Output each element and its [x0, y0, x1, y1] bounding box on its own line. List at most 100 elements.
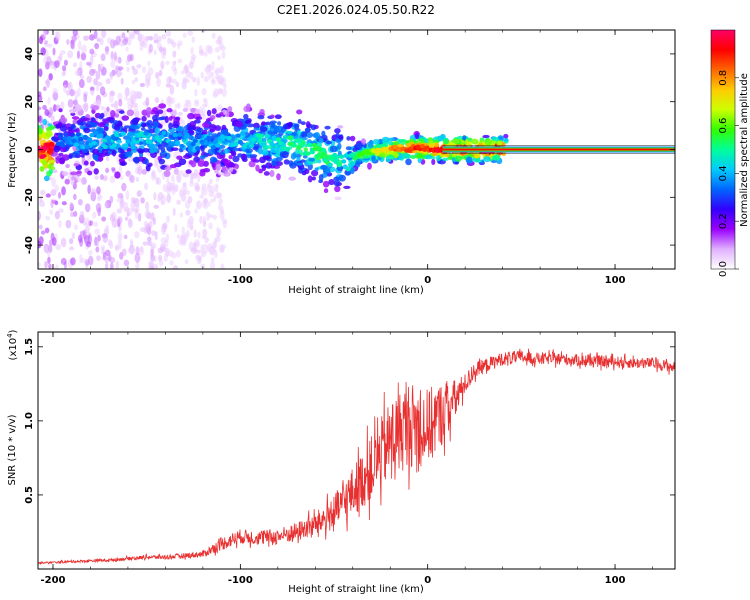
spectrogram-cell — [406, 142, 411, 148]
colorbar-tick-label: 0.6 — [718, 118, 729, 134]
spectrogram-noise-cell — [49, 209, 54, 215]
spectrogram-ridge-cell — [350, 152, 356, 157]
spectrogram-noise-cell — [42, 105, 47, 110]
spectrogram-noise-cell — [67, 50, 74, 59]
spectrogram-ridge-cell — [78, 136, 84, 142]
spectrogram-cell — [130, 145, 136, 150]
spectrogram-noise-cell — [213, 195, 217, 203]
spectrogram-noise-cell — [79, 74, 85, 79]
spectrogram-noise-cell — [173, 151, 178, 159]
spectrogram-cell — [279, 151, 286, 157]
spectrogram-noise-cell — [105, 224, 110, 235]
spectrogram-cell — [346, 136, 351, 141]
spectrogram-noise-cell — [61, 186, 66, 196]
spectrogram-cell — [187, 130, 195, 134]
spectrogram-cell — [68, 108, 77, 114]
spectrogram-cell — [52, 169, 58, 174]
spectrogram-cell — [140, 127, 146, 131]
spectrogram-cell — [402, 152, 409, 159]
spectrogram-cell — [354, 161, 361, 168]
spectrogram-ridge-cell — [338, 154, 345, 159]
spectrogram-cell — [103, 126, 109, 131]
y-tick-label: 20 — [24, 95, 35, 109]
spectrogram-ridge-cell — [87, 137, 93, 142]
spectrogram-noise-cell — [193, 229, 197, 238]
colorbar-tick-label: 0.8 — [718, 70, 729, 86]
spectrogram-noise-cell — [52, 88, 58, 94]
spectrogram-cell — [253, 127, 260, 131]
spectrogram-noise-cell — [104, 255, 110, 264]
spectrogram-cell — [164, 166, 172, 171]
spectrogram-noise-cell — [123, 234, 128, 240]
spectrogram-noise-cell — [120, 77, 124, 85]
spectrogram-cell — [415, 154, 423, 159]
spectrogram-cell — [153, 146, 158, 153]
spectrogram-noise-cell — [135, 261, 140, 269]
spectrogram-cell — [350, 161, 355, 167]
spectrogram-ridge-cell — [183, 134, 189, 140]
spectrogram-noise-cell — [150, 172, 157, 181]
spectrogram-noise-cell — [95, 202, 102, 213]
spectrogram-cell — [70, 152, 78, 158]
spectrogram-noise-cell — [143, 182, 149, 191]
spectrogram-ridge-cell — [89, 132, 95, 138]
spectrogram-cell — [38, 137, 42, 141]
colorbar-tick-label: 0.0 — [718, 261, 729, 277]
spectrogram-noise-cell — [109, 262, 114, 269]
spectrogram-noise-cell — [51, 199, 58, 204]
spectrogram-cell — [146, 120, 153, 126]
spectrogram-ridge-cell — [53, 137, 59, 142]
spectrogram-noise-cell — [184, 259, 189, 265]
spectrogram-noise-cell — [73, 224, 79, 231]
spectrogram-ridge-cell — [226, 135, 232, 141]
spectrogram-cell — [89, 160, 95, 167]
spectrogram-noise-cell — [50, 189, 57, 196]
spectrogram-noise-cell — [200, 251, 206, 258]
spectrogram-cell — [86, 170, 93, 176]
spectrogram-noise-cell — [99, 174, 104, 181]
spectrogram-cell — [276, 173, 281, 181]
x-tick-label: 0 — [424, 575, 431, 586]
spectrogram-cell — [387, 140, 394, 146]
spectrogram-noise-cell — [105, 78, 111, 85]
spectrogram-noise-cell — [139, 227, 146, 233]
spectrogram-noise-cell — [109, 256, 116, 264]
spectrogram-cell — [367, 162, 372, 170]
spectrogram-cell — [182, 173, 190, 178]
spectrogram-noise-cell — [115, 260, 120, 269]
spectrogram-noise-cell — [203, 197, 209, 206]
spectrogram-noise-cell — [58, 208, 64, 213]
spectrogram-ridge-cell — [174, 140, 180, 146]
spectrogram-noise-cell — [74, 70, 81, 77]
spectrogram-noise-cell — [115, 35, 121, 46]
spectrogram-ridge-cell — [199, 139, 205, 144]
spectrogram-noise-cell — [80, 52, 87, 61]
spectrogram-ridge-cell — [42, 146, 48, 151]
spectrogram-noise-cell — [70, 178, 75, 186]
spectrogram-cell — [201, 122, 210, 128]
spectrogram-ridge-cell — [239, 131, 246, 136]
spectrogram-noise-cell — [110, 39, 116, 49]
spectrogram-ridge-cell — [305, 151, 311, 156]
spectrogram-noise-cell — [117, 66, 124, 71]
spectrogram-noise-cell — [200, 113, 207, 120]
spectrogram-noise-cell — [38, 68, 43, 77]
spectrogram-noise-cell — [109, 213, 116, 222]
spectrogram-cell — [227, 162, 236, 168]
spectrogram-ridge-cell — [334, 154, 340, 160]
spectrogram-cell — [322, 180, 330, 188]
spectrogram-cell — [221, 124, 227, 131]
spectrogram-noise-cell — [44, 40, 49, 45]
spectrogram-noise-cell — [219, 65, 224, 74]
spectrogram-cell — [118, 110, 125, 114]
spectrogram-cell — [301, 131, 308, 138]
spectrogram-noise-cell — [216, 227, 220, 233]
spectrogram-noise-cell — [129, 238, 134, 249]
spectrogram-noise-cell — [167, 250, 174, 257]
spectrogram-noise-cell — [176, 234, 181, 239]
spectrogram-noise-cell — [202, 243, 209, 254]
spectrogram-ridge-cell — [161, 130, 167, 136]
spectrogram-noise-cell — [60, 101, 65, 110]
spectrogram-noise-cell — [115, 64, 119, 75]
spectrogram-noise-cell — [216, 192, 223, 199]
